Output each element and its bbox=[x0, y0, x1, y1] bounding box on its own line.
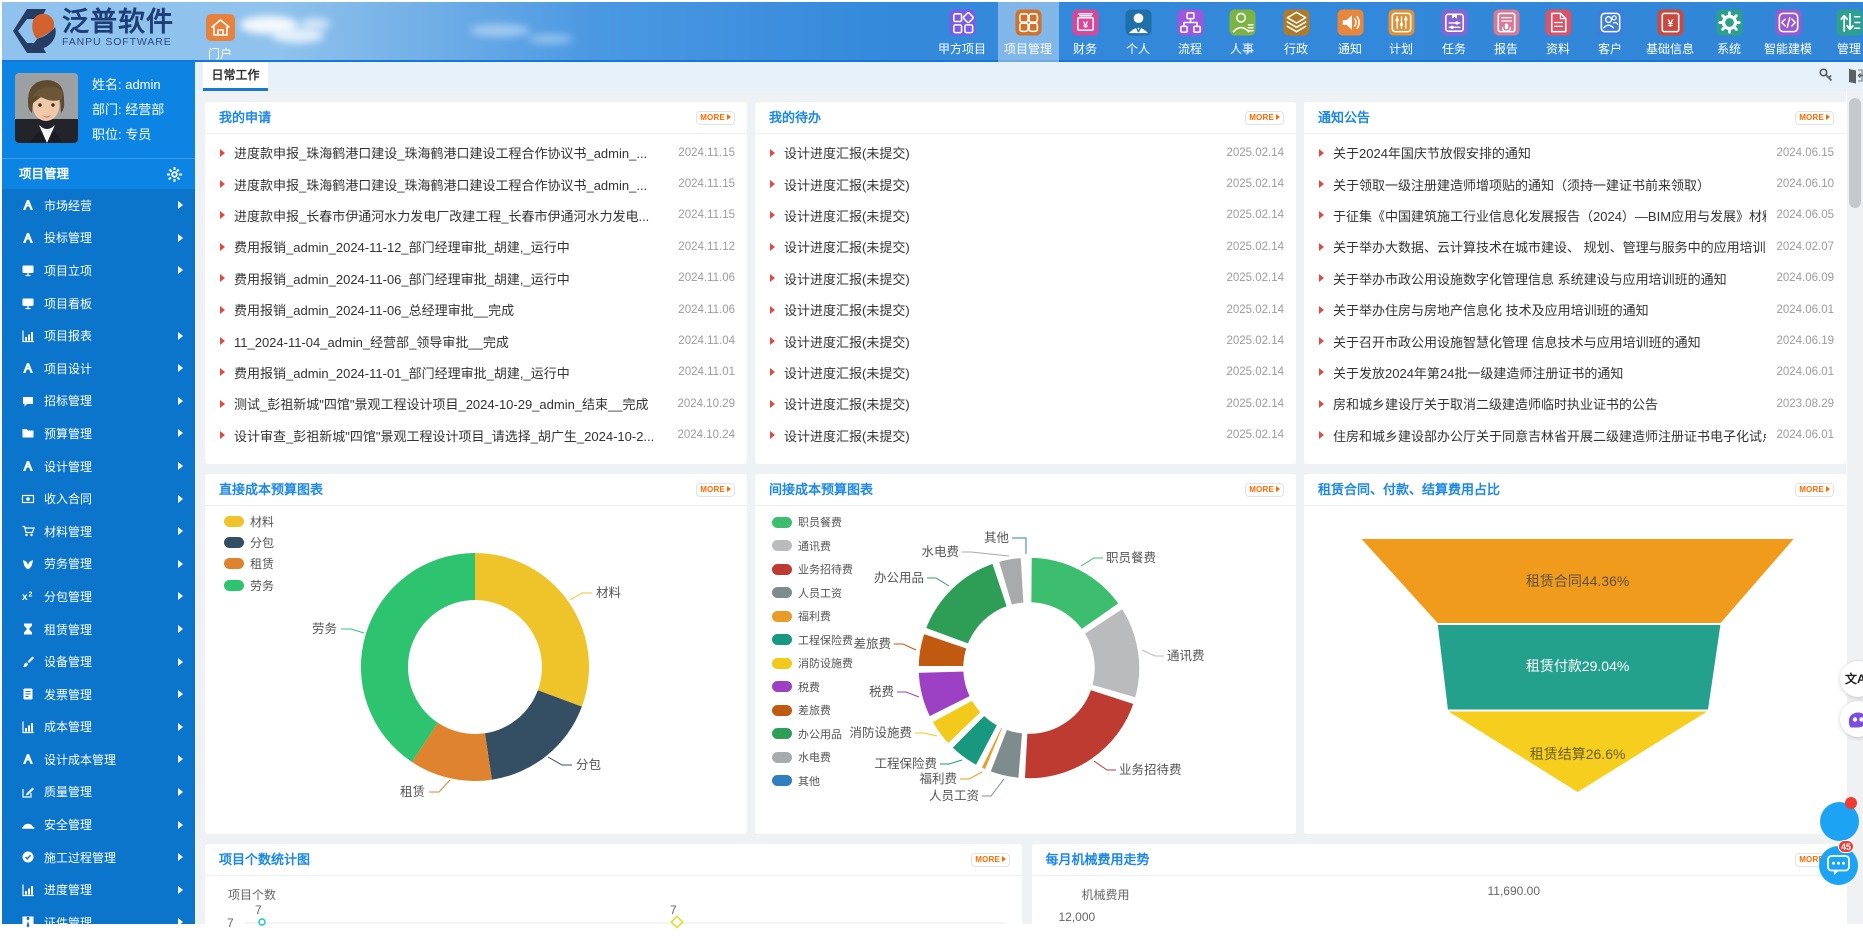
svg-text:其他: 其他 bbox=[984, 531, 1010, 545]
svg-text:¥: ¥ bbox=[1667, 18, 1673, 30]
svg-text:福利费: 福利费 bbox=[919, 771, 957, 786]
svg-text:税费: 税费 bbox=[869, 685, 894, 699]
svg-text:租赁合同44.36%: 租赁合同44.36% bbox=[1526, 573, 1629, 589]
svg-text:工程保险费: 工程保险费 bbox=[874, 756, 937, 771]
svg-text:劳务: 劳务 bbox=[312, 621, 337, 636]
svg-text:职员餐费: 职员餐费 bbox=[1106, 550, 1156, 565]
svg-text:人员工资: 人员工资 bbox=[929, 789, 979, 803]
svg-text:办公用品: 办公用品 bbox=[874, 570, 924, 585]
svg-text:差旅费: 差旅费 bbox=[853, 637, 891, 651]
svg-text:x: x bbox=[22, 592, 28, 603]
svg-text:业务招待费: 业务招待费 bbox=[1119, 762, 1182, 777]
svg-text:水电费: 水电费 bbox=[921, 545, 959, 559]
svg-text:租赁: 租赁 bbox=[400, 785, 425, 799]
svg-text:消防设施费: 消防设施费 bbox=[849, 725, 912, 740]
svg-text:分包: 分包 bbox=[576, 758, 601, 772]
svg-text:¥: ¥ bbox=[1082, 20, 1088, 31]
svg-text:2: 2 bbox=[29, 592, 33, 599]
svg-text:租赁付款29.04%: 租赁付款29.04% bbox=[1526, 658, 1629, 674]
svg-text:通讯费: 通讯费 bbox=[1167, 649, 1205, 663]
svg-text:材料: 材料 bbox=[596, 586, 622, 600]
svg-text:租赁结算26.6%: 租赁结算26.6% bbox=[1530, 746, 1626, 762]
